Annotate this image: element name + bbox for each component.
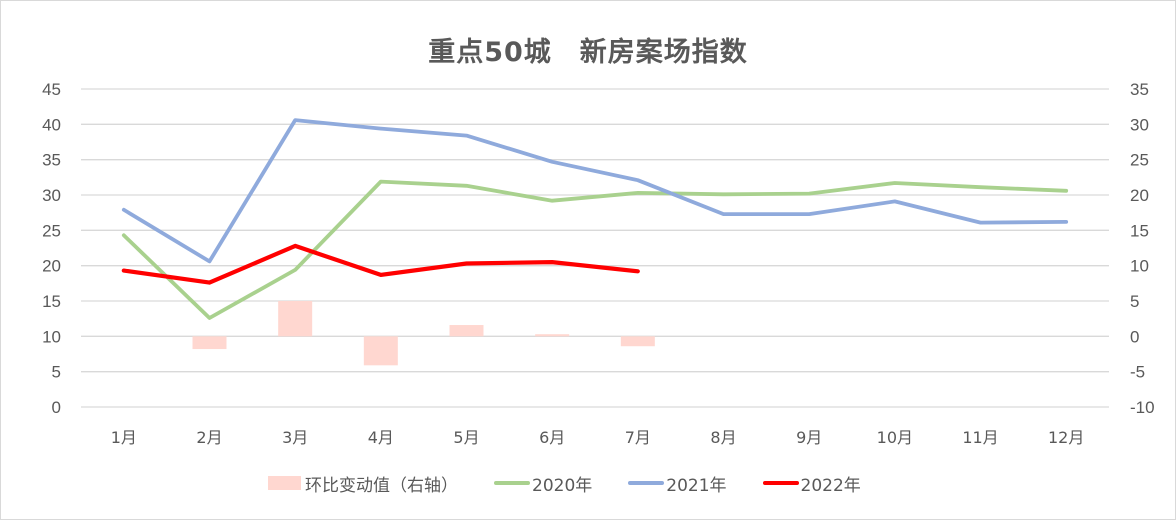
x-axis-tick: 11月 xyxy=(962,428,998,447)
right-axis-tick: 5 xyxy=(1130,292,1139,311)
left-axis-tick: 40 xyxy=(42,115,61,134)
legend-swatch-bar-icon xyxy=(268,476,301,490)
legend-item-2021[interactable]: 2021年 xyxy=(628,471,727,496)
left-axis-tick: 30 xyxy=(42,186,61,205)
legend-label: 2021年 xyxy=(666,475,727,496)
x-axis-tick: 10月 xyxy=(877,428,913,447)
right-axis-tick: 0 xyxy=(1130,327,1139,346)
left-axis-tick: 45 xyxy=(42,80,61,99)
legend: 环比变动值（右轴） 2020年 2021年 2022年 xyxy=(268,470,897,496)
left-axis-tick: 5 xyxy=(52,363,61,382)
left-axis-tick: 25 xyxy=(42,221,61,240)
x-axis-tick: 7月 xyxy=(625,428,651,447)
left-axis-tick: 10 xyxy=(42,327,61,346)
right-axis-tick: 35 xyxy=(1130,80,1149,99)
legend-item-2020[interactable]: 2020年 xyxy=(494,471,592,496)
x-axis-tick: 9月 xyxy=(796,428,822,447)
right-axis-tick: -5 xyxy=(1130,363,1145,382)
legend-item-mom-change[interactable]: 环比变动值（右轴） xyxy=(268,471,458,496)
gridlines xyxy=(81,88,1109,408)
x-axis-tick: 8月 xyxy=(710,428,736,447)
chart-title: 重点50城 新房案场指数 xyxy=(428,37,748,68)
legend-label: 环比变动值（右轴） xyxy=(305,475,458,496)
bar[interactable] xyxy=(192,336,227,350)
bar[interactable] xyxy=(363,336,398,366)
x-axis-tick: 4月 xyxy=(368,428,394,447)
left-axis-tick: 15 xyxy=(42,292,61,311)
legend-label: 2020年 xyxy=(532,475,593,496)
x-axis-tick: 2月 xyxy=(196,428,222,447)
right-axis-ticks: 35 30 25 20 15 10 5 0 -5 -10 xyxy=(1130,80,1155,417)
series-line-2020年[interactable] xyxy=(121,179,1069,320)
x-axis-tick: 6月 xyxy=(539,428,565,447)
x-axis-tick: 5月 xyxy=(453,428,479,447)
legend-swatch-line-icon xyxy=(762,481,799,485)
bar[interactable] xyxy=(449,325,484,337)
bar[interactable] xyxy=(535,334,570,337)
right-axis-tick: 20 xyxy=(1130,186,1149,205)
series-line-2021年[interactable] xyxy=(121,118,1069,264)
right-axis-tick: 25 xyxy=(1130,151,1149,170)
left-axis-tick: 35 xyxy=(42,151,61,170)
left-axis-ticks: 45 40 35 30 25 20 15 10 5 0 xyxy=(42,80,61,417)
x-axis-tick: 12月 xyxy=(1048,428,1084,447)
right-axis-tick: 15 xyxy=(1130,221,1149,240)
x-axis-tick: 1月 xyxy=(111,428,137,447)
bar-series xyxy=(192,301,655,366)
bar[interactable] xyxy=(278,301,313,337)
x-axis-ticks: 1月 2月 3月 4月 5月 6月 7月 8月 9月 10月 11月 12月 xyxy=(111,428,1085,447)
x-axis-tick: 3月 xyxy=(282,428,308,447)
right-axis-tick: 10 xyxy=(1130,257,1149,276)
legend-swatch-line-icon xyxy=(494,481,530,485)
left-axis-tick: 20 xyxy=(42,257,61,276)
right-axis-tick: -10 xyxy=(1130,398,1155,417)
legend-item-2022[interactable]: 2022年 xyxy=(762,471,861,496)
legend-swatch-line-icon xyxy=(628,481,665,485)
line-series xyxy=(121,118,1069,320)
series-line-2022年[interactable] xyxy=(121,243,640,285)
right-axis-tick: 30 xyxy=(1130,115,1149,134)
legend-label: 2022年 xyxy=(800,475,861,496)
left-axis-tick: 0 xyxy=(52,398,61,417)
bar[interactable] xyxy=(620,336,655,347)
